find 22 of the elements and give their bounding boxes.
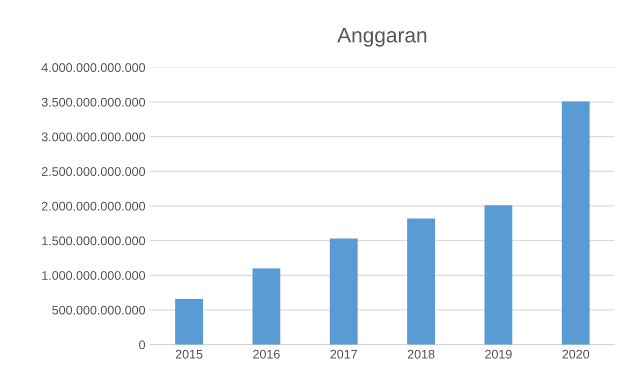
y-tick-label: 1.000.000.000.000 <box>42 271 146 280</box>
x-tick-label: 2016 <box>253 350 280 359</box>
bar <box>407 218 435 345</box>
chart-title: Anggaran <box>337 28 426 47</box>
y-tick-label: 2.500.000.000.000 <box>42 167 146 176</box>
y-tick-label: 3.000.000.000.000 <box>42 132 146 142</box>
y-tick-label: 500.000.000.000 <box>52 306 146 315</box>
y-tick-label: 3.500.000.000.000 <box>42 98 146 107</box>
y-tick-label: 0 <box>139 340 146 350</box>
x-tick-label: 2015 <box>176 350 202 359</box>
bar <box>252 268 280 345</box>
y-tick-label: 4.000.000.000.000 <box>42 63 146 72</box>
y-tick-label: 2.000.000.000.000 <box>42 202 146 211</box>
bar <box>562 101 590 345</box>
bar <box>484 205 512 345</box>
x-tick-label: 2018 <box>408 350 434 359</box>
x-tick-label: 2017 <box>330 350 358 359</box>
x-tick-label: 2019 <box>485 350 512 359</box>
y-tick-label: 1.500.000.000.000 <box>42 236 146 246</box>
bar <box>175 298 203 345</box>
bar <box>330 238 358 345</box>
x-tick-label: 2020 <box>562 350 590 359</box>
